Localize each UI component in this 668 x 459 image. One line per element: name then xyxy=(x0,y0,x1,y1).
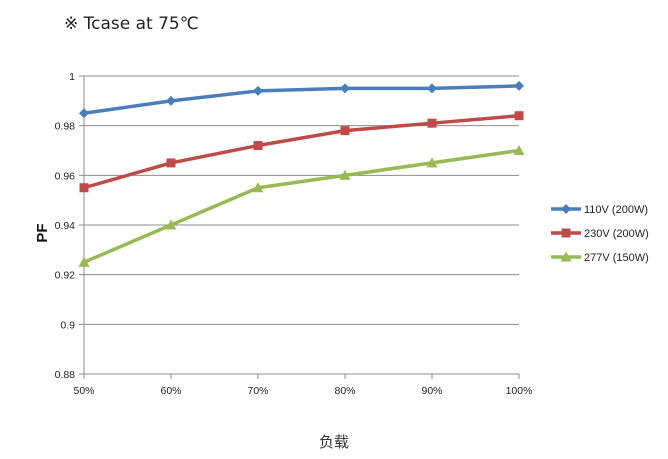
legend-marker xyxy=(561,228,571,238)
legend-marker xyxy=(560,251,572,262)
data-point xyxy=(253,141,263,151)
series-2 xyxy=(78,145,525,267)
series-line xyxy=(83,84,520,115)
data-point xyxy=(340,126,350,136)
chart-title: ※ Tcase at 75℃ xyxy=(64,14,199,34)
y-tick-label: 0.88 xyxy=(55,369,76,381)
x-tick-label: 60% xyxy=(160,385,181,397)
series-line xyxy=(83,113,520,190)
series-line xyxy=(83,148,520,264)
data-point xyxy=(426,157,438,168)
legend-item: 277V (150W) xyxy=(551,251,649,264)
data-point xyxy=(79,108,89,119)
legend-label: 230V (200W) xyxy=(584,228,649,240)
legend: 110V (200W) 230V (200W) 277V (150W) xyxy=(551,204,649,264)
data-point xyxy=(166,95,176,106)
legend-marker xyxy=(561,204,571,214)
data-point xyxy=(513,145,525,155)
series-1 xyxy=(79,111,524,193)
legend-label: 110V (200W) xyxy=(584,204,648,216)
y-tick-label: 0.96 xyxy=(55,170,76,182)
y-tick-label: 0.92 xyxy=(55,270,76,282)
x-tick-label: 50% xyxy=(73,385,94,397)
grid-lines xyxy=(84,75,519,325)
data-point xyxy=(514,80,524,91)
legend-item: 110V (200W) xyxy=(551,204,648,216)
x-tick-label: 90% xyxy=(421,385,442,397)
data-point xyxy=(253,85,263,96)
legend-label: 277V (150W) xyxy=(584,252,649,264)
data-point xyxy=(339,169,351,180)
x-tick-label: 100% xyxy=(506,385,533,397)
data-point xyxy=(78,256,90,267)
y-tick-label: 0.94 xyxy=(55,220,76,232)
y-axis-label: PF xyxy=(34,223,51,242)
data-point xyxy=(427,118,437,128)
data-point xyxy=(340,83,350,94)
legend-item: 230V (200W) xyxy=(551,228,649,240)
x-tick-label: 80% xyxy=(334,385,355,397)
series-group xyxy=(78,80,525,267)
y-tick-label: 0.9 xyxy=(60,319,75,331)
axes xyxy=(79,75,520,379)
series-0 xyxy=(79,80,524,119)
data-point xyxy=(166,158,176,168)
x-tick-labels: 50% 60% 70% 80% 90% 100% xyxy=(73,385,532,397)
data-point xyxy=(165,219,177,230)
data-point xyxy=(427,83,437,94)
data-point xyxy=(514,111,524,121)
data-point xyxy=(79,183,89,193)
x-axis-label: 负载 xyxy=(319,433,349,451)
y-tick-label: 0.98 xyxy=(55,121,76,133)
x-tick-label: 70% xyxy=(247,385,268,397)
data-point xyxy=(252,182,264,193)
y-tick-label: 1 xyxy=(69,71,75,83)
y-tick-labels: 0.88 0.9 0.92 0.94 0.96 0.98 1 xyxy=(55,71,76,381)
